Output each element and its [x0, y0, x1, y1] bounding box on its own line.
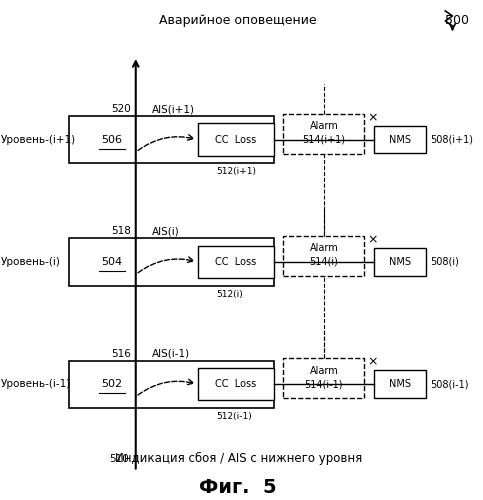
Text: 514(i): 514(i)	[310, 257, 338, 267]
Text: CC  Loss: CC Loss	[215, 134, 256, 144]
Bar	[198, 246, 274, 278]
Text: NMS: NMS	[389, 379, 411, 389]
Text: 510: 510	[109, 454, 128, 464]
Text: 518: 518	[111, 226, 131, 236]
Text: CC  Loss: CC Loss	[215, 379, 256, 389]
Text: NMS: NMS	[389, 134, 411, 144]
Text: Аварийное оповещение: Аварийное оповещение	[159, 14, 317, 28]
Text: Alarm: Alarm	[310, 244, 338, 254]
Text: Фиг.  5: Фиг. 5	[199, 478, 277, 498]
Bar	[198, 368, 274, 400]
Text: AIS(i-1): AIS(i-1)	[153, 348, 191, 358]
Text: 508(i-1): 508(i-1)	[430, 379, 469, 389]
Bar	[69, 116, 274, 164]
Bar	[69, 360, 274, 408]
Text: Alarm: Alarm	[310, 366, 338, 376]
Bar	[69, 238, 274, 286]
Bar	[284, 114, 364, 154]
Text: 508(i): 508(i)	[430, 257, 459, 267]
Text: CC  Loss: CC Loss	[215, 257, 256, 267]
Text: 516: 516	[111, 348, 131, 358]
Text: Индикация сбоя / AIS с нижнего уровня: Индикация сбоя / AIS с нижнего уровня	[114, 452, 362, 464]
Text: ×: ×	[368, 112, 378, 124]
Text: 504: 504	[101, 257, 123, 267]
Text: Уровень-(i+1): Уровень-(i+1)	[1, 134, 76, 144]
Bar	[198, 124, 274, 156]
Text: 512(i+1): 512(i+1)	[217, 168, 257, 176]
Text: AIS(i+1): AIS(i+1)	[153, 104, 196, 114]
Text: AIS(i): AIS(i)	[153, 226, 180, 236]
Bar	[284, 358, 364, 398]
Text: 502: 502	[101, 379, 123, 389]
Text: 514(i+1): 514(i+1)	[302, 134, 345, 144]
Bar	[284, 236, 364, 276]
Text: 500: 500	[445, 14, 469, 28]
Text: 520: 520	[111, 104, 131, 114]
Text: 508(i+1): 508(i+1)	[430, 134, 473, 144]
Bar	[374, 248, 426, 276]
Text: NMS: NMS	[389, 257, 411, 267]
Text: Уровень-(i-1): Уровень-(i-1)	[1, 379, 71, 389]
Text: 512(i): 512(i)	[217, 290, 243, 298]
Bar	[374, 126, 426, 154]
Text: ×: ×	[368, 356, 378, 369]
Text: 506: 506	[101, 134, 122, 144]
Text: 514(i-1): 514(i-1)	[305, 379, 343, 389]
Text: ×: ×	[368, 234, 378, 246]
Text: 512(i-1): 512(i-1)	[217, 412, 253, 421]
Bar	[374, 370, 426, 398]
Text: Уровень-(i): Уровень-(i)	[1, 257, 61, 267]
Text: Alarm: Alarm	[310, 121, 338, 131]
